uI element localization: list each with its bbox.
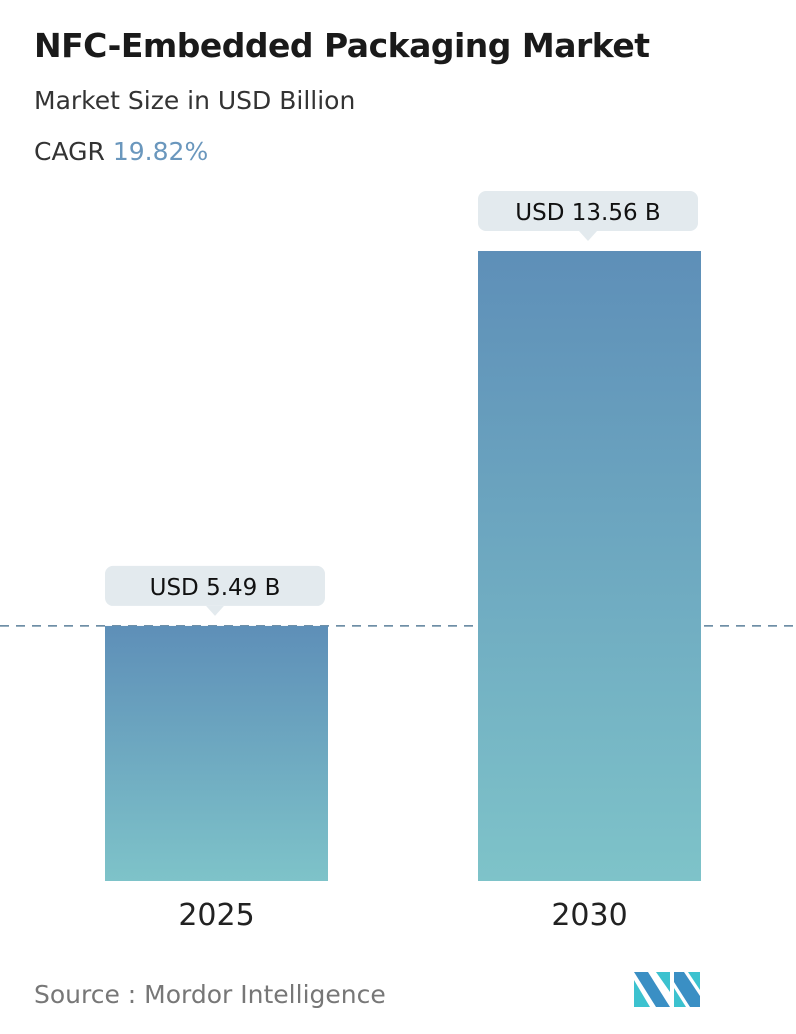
chart-subtitle: Market Size in USD Billion [34,86,356,115]
source-text: Source : Mordor Intelligence [34,980,386,1009]
bar-2030 [478,251,701,881]
cagr-label: CAGR [34,137,105,166]
data-label-bubble [105,565,325,606]
x-tick-label: 2030 [551,898,627,933]
data-label: USD 13.56 B [515,200,660,226]
data-label-pointer [579,231,597,241]
data-label-pointer [206,605,224,616]
data-label: USD 5.49 B [150,575,281,601]
bar-2025 [105,625,328,881]
cagr: CAGR 19.82% [34,137,208,166]
chart-title: NFC-Embedded Packaging Market [34,26,650,65]
cagr-value: 19.82% [112,137,209,166]
x-tick-label: 2025 [178,898,254,933]
data-label-bubble [478,191,698,231]
